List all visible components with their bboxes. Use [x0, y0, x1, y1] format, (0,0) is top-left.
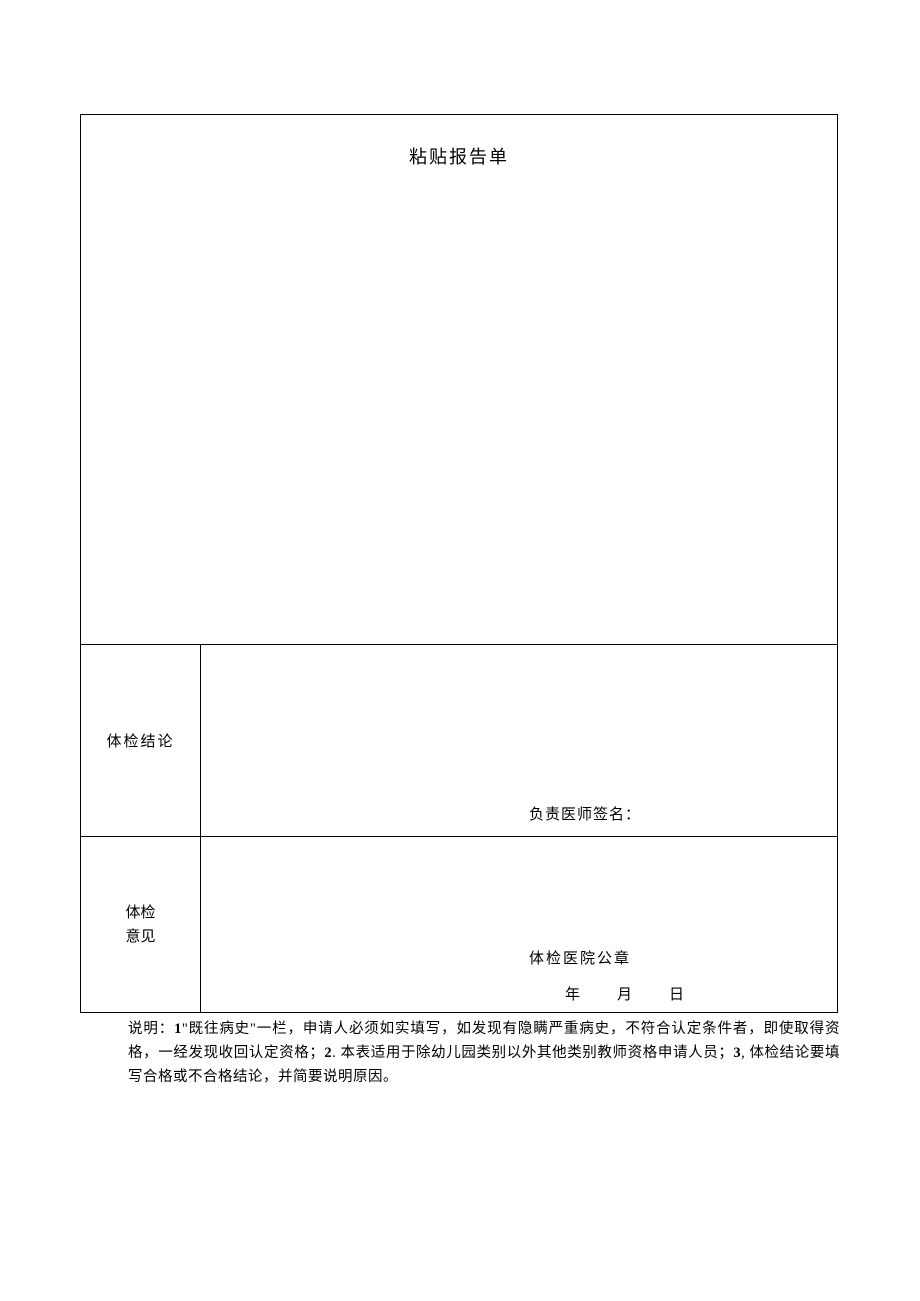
- opinion-label-line2: 意见: [125, 929, 155, 945]
- date-year-label: 年: [565, 987, 581, 1003]
- report-attachment-row: 粘贴报告单: [81, 115, 838, 645]
- hospital-stamp-label: 体检医院公章: [529, 947, 631, 968]
- notes-num3: 3: [733, 1045, 741, 1061]
- conclusion-row: 体检结论 负责医师签名：: [81, 645, 838, 837]
- conclusion-label-cell: 体检结论: [81, 645, 201, 837]
- page-container: 粘贴报告单 体检结论 负责医师签名： 体检 意见 体检医院公章 年 月 日: [0, 0, 920, 1301]
- notes-num1: 1: [174, 1021, 182, 1037]
- medical-form-table: 粘贴报告单 体检结论 负责医师签名： 体检 意见 体检医院公章 年 月 日: [80, 114, 838, 1013]
- report-attachment-title: 粘贴报告单: [409, 147, 509, 167]
- report-attachment-cell: 粘贴报告单: [81, 115, 838, 645]
- conclusion-content-cell: 负责医师签名：: [201, 645, 838, 837]
- opinion-row: 体检 意见 体检医院公章 年 月 日: [81, 837, 838, 1013]
- doctor-signature-label: 负责医师签名：: [529, 803, 641, 824]
- notes-prefix: 说明：: [128, 1021, 174, 1037]
- date-line: 年月日: [529, 983, 685, 1004]
- date-day-label: 日: [669, 987, 685, 1003]
- form-notes: 说明：1"既往病史"一栏，申请人必须如实填写，如发现有隐瞒严重病史，不符合认定条…: [128, 1017, 840, 1089]
- notes-num2: 2: [324, 1045, 332, 1061]
- notes-part2: . 本表适用于除幼儿园类别以外其他类别教师资格申请人员；: [332, 1045, 733, 1061]
- date-month-label: 月: [617, 987, 633, 1003]
- opinion-content-cell: 体检医院公章 年 月 日: [201, 837, 838, 1013]
- opinion-label-line1: 体检: [125, 905, 155, 921]
- opinion-label-cell: 体检 意见: [81, 837, 201, 1013]
- conclusion-label: 体检结论: [106, 734, 174, 750]
